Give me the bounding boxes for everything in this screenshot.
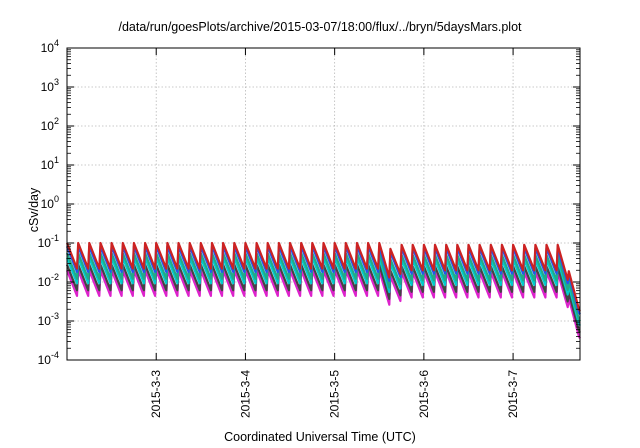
y-tick-label: 10-2 [38,272,59,289]
y-tick-label: 102 [41,116,59,133]
y-tick-label: 100 [41,194,59,211]
series-group [65,241,581,339]
x-tick-label: 2015-3-5 [328,370,342,418]
y-tick-label: 101 [41,155,59,172]
y-tick-label: 10-1 [38,233,59,250]
x-tick-label: 2015-3-4 [238,370,252,418]
y-tick-label: 10-4 [38,350,59,367]
y-tick-label: 104 [41,38,59,55]
x-tick-label: 2015-3-3 [149,370,163,418]
y-tick-label: 103 [41,77,59,94]
ticks: 10-4 10-3 10-2 10-1 100 101 102 103 104 2015-3-3 2… [38,38,580,418]
series-line-1 [65,241,581,312]
x-tick-label: 2015-3-7 [506,370,520,418]
y-tick-label: 10-3 [38,311,59,328]
x-axis-label: Coordinated Universal Time (UTC) [224,430,416,444]
grid [67,48,580,360]
x-tick-label: 2015-3-6 [417,370,431,418]
chart-title: /data/run/goesPlots/archive/2015-03-07/1… [118,20,522,34]
